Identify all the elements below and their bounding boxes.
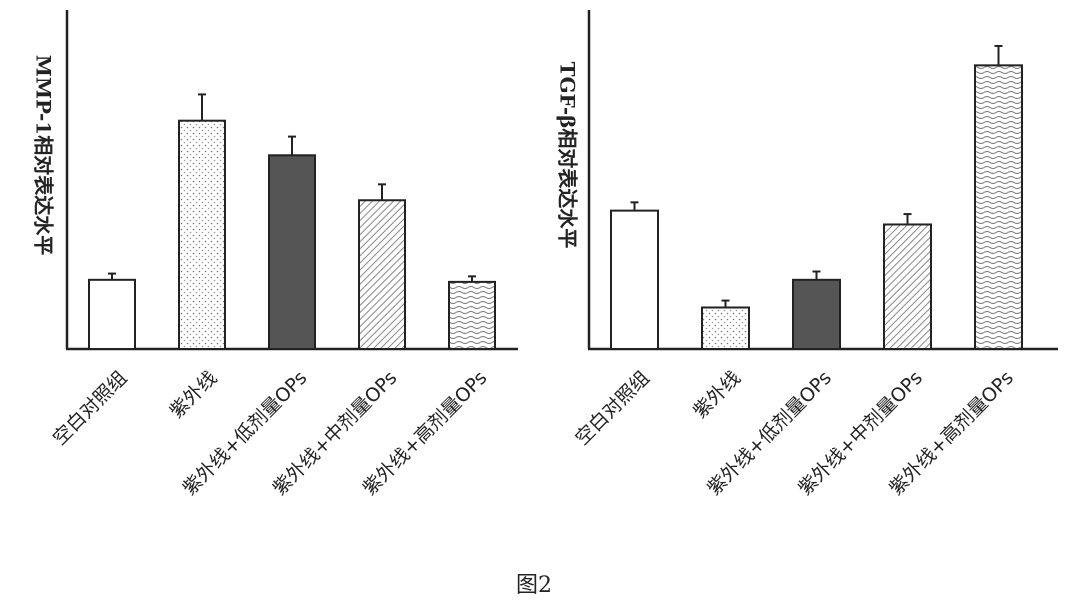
bar [448,280,496,351]
figure-caption: 图2 [516,573,552,598]
y-axis-label: MMP-1相对表达水平 [32,55,56,255]
x-tick-label: 空白对照组 [49,367,132,450]
bar [883,223,932,350]
bar [178,119,226,350]
bar [974,64,1023,351]
x-tick-label: 紫外线 [166,367,222,423]
bar [792,278,841,350]
bar [358,199,406,350]
bar [610,209,659,350]
x-tick-label: 空白对照组 [571,367,654,450]
y-axis-label: TGF-β相对表达水平 [556,62,580,249]
x-tick-label: 紫外线 [689,367,745,423]
bar [701,306,750,351]
bar [268,154,316,350]
bar [88,278,136,350]
